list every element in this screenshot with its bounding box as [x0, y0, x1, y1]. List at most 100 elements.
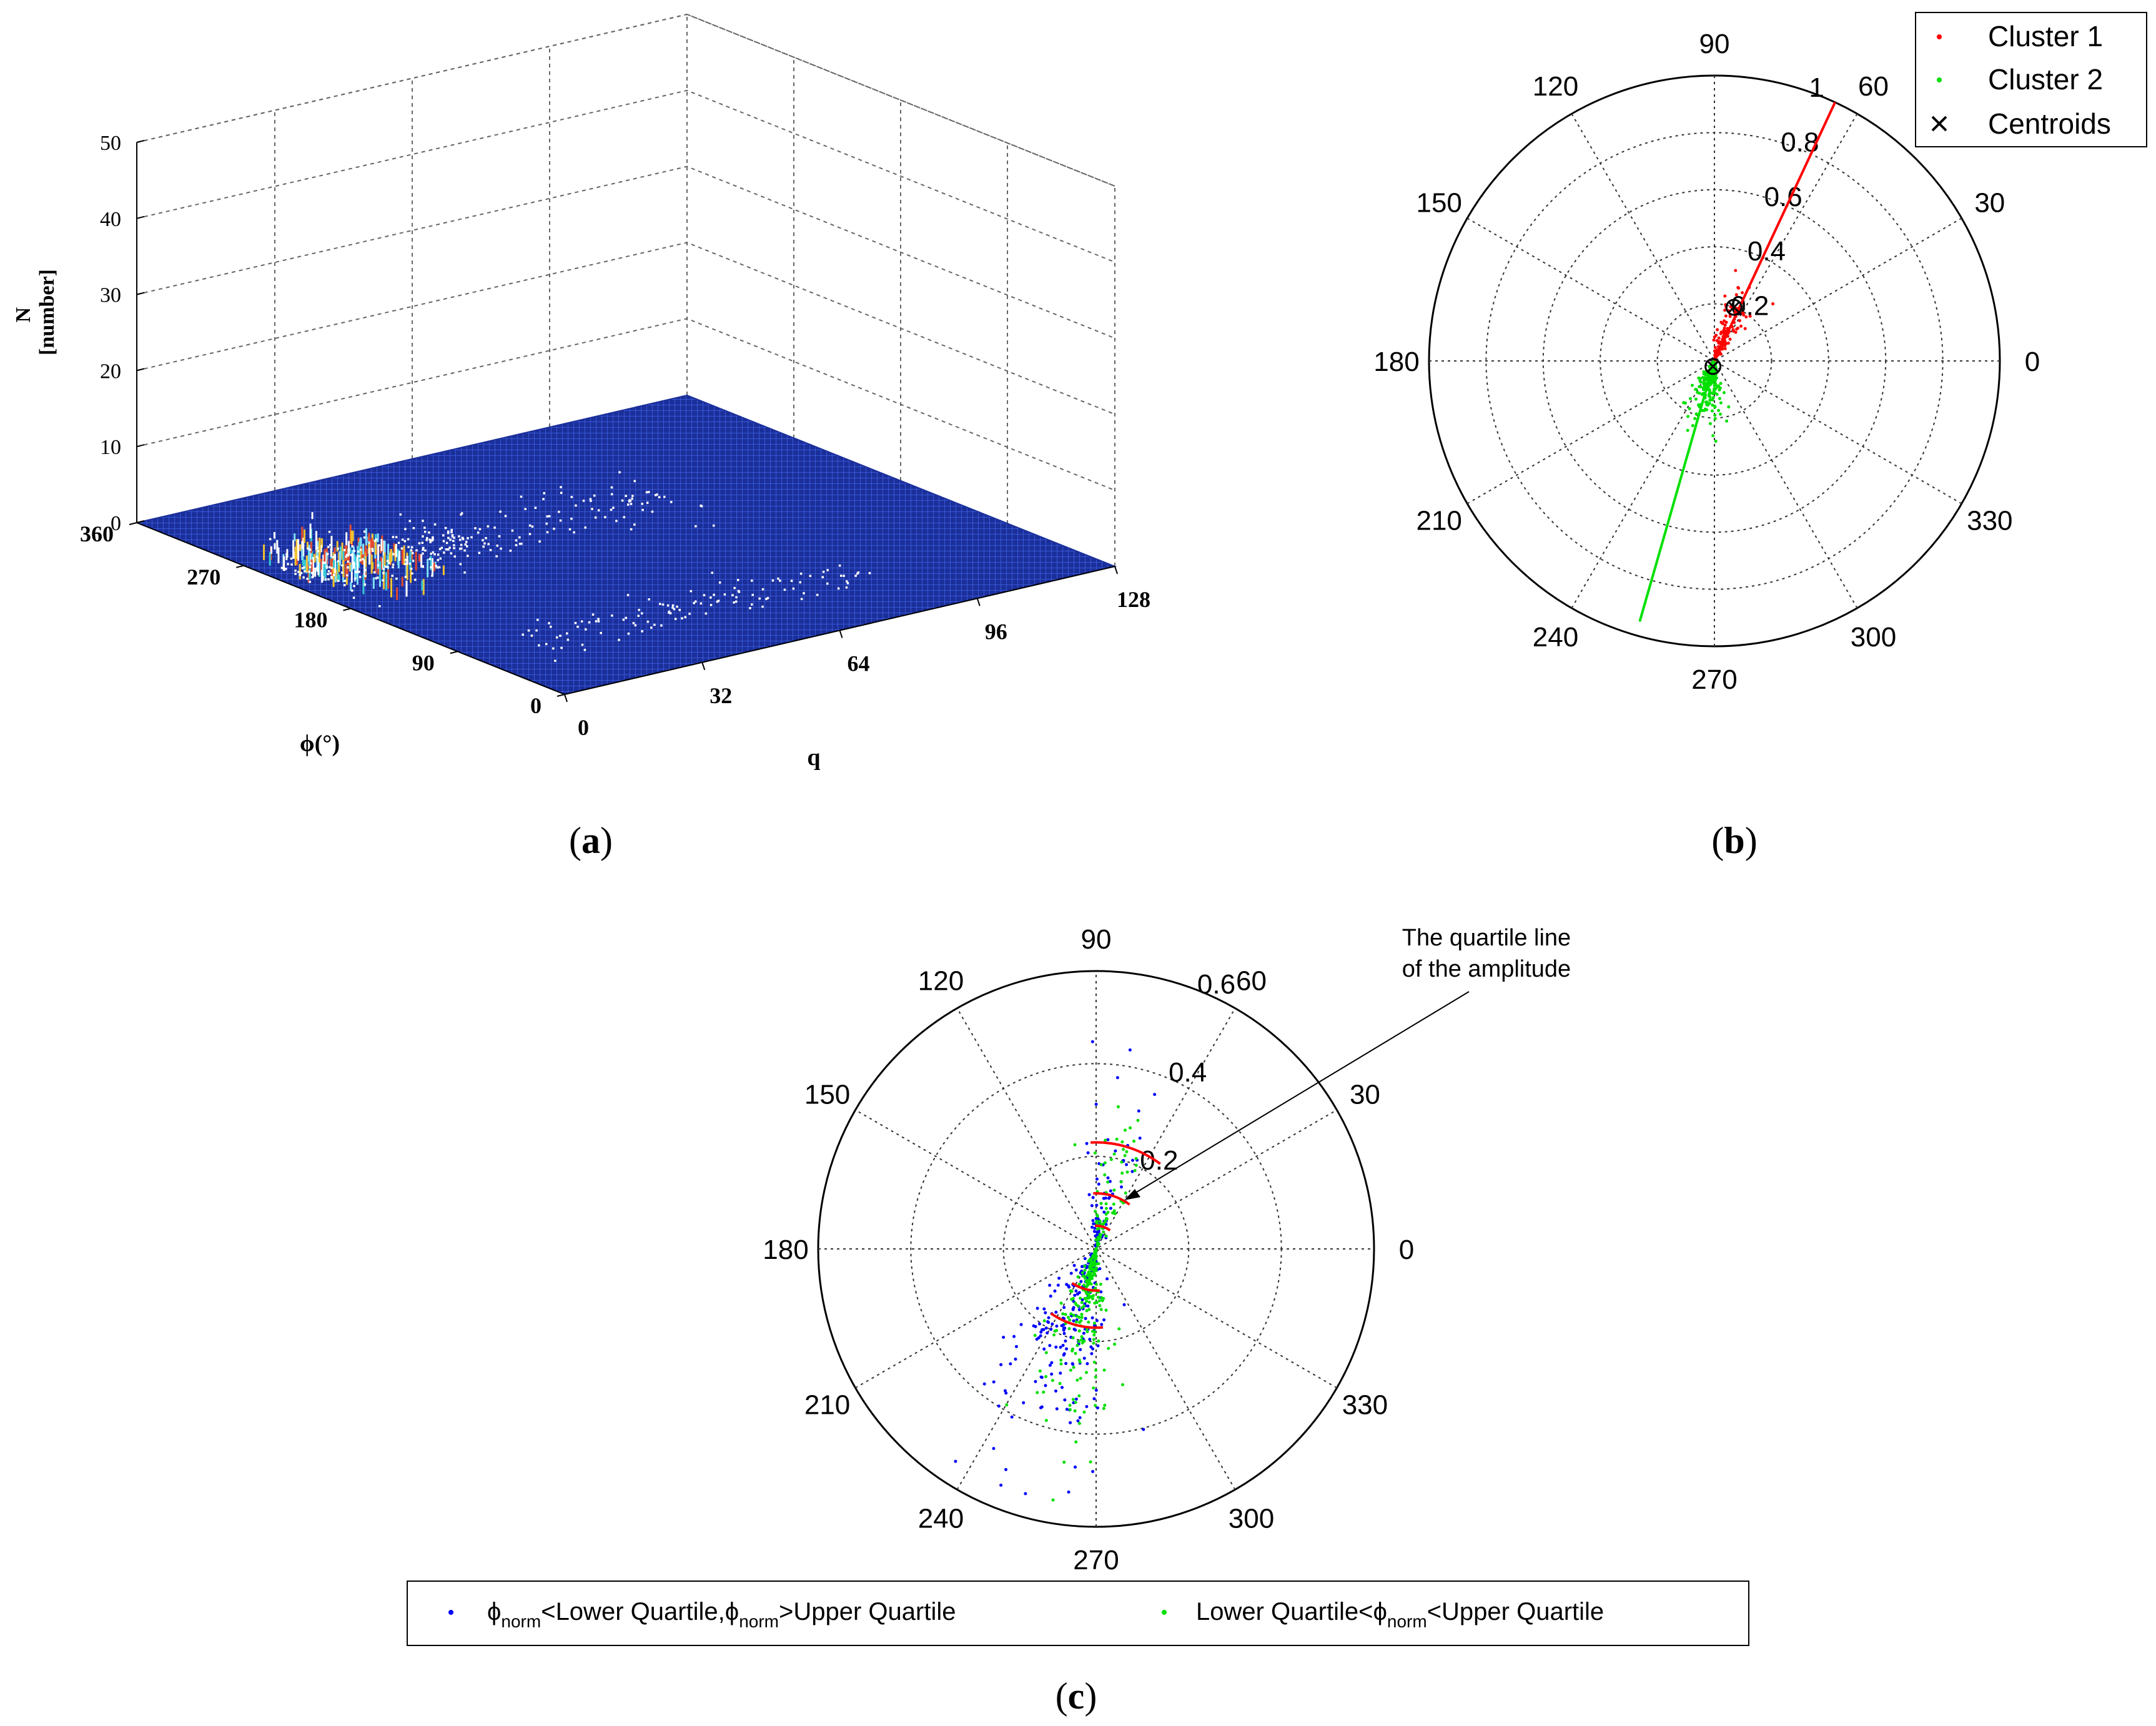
surface-speck — [363, 583, 367, 586]
surface-speck — [545, 522, 548, 525]
surface-speck — [376, 576, 379, 579]
outside-quartile-point — [1053, 1289, 1057, 1293]
outside-quartile-point — [1003, 1389, 1007, 1393]
surface-speck — [311, 576, 314, 579]
outside-quartile-point — [1106, 1176, 1110, 1180]
surface-speck — [450, 552, 453, 555]
surface-speck — [404, 563, 407, 565]
surface-speck — [375, 577, 377, 579]
surface-speck — [580, 620, 583, 623]
cluster1-point — [1728, 315, 1732, 318]
inside-quartile-point — [1097, 1238, 1100, 1241]
surface-speck — [627, 632, 630, 635]
outside-quartile-point — [1044, 1326, 1048, 1330]
peak-spike — [314, 568, 317, 577]
phi-tick-mark — [236, 565, 244, 568]
cluster2-point — [1702, 381, 1706, 385]
panel-c-annotation: The quartile line of the amplitude — [1124, 925, 1571, 1200]
outside-quartile-point — [1085, 1142, 1089, 1145]
surface-speck — [761, 588, 764, 591]
inside-quartile-point — [1091, 1262, 1095, 1266]
cluster1-point — [1717, 336, 1721, 340]
surface-speck — [359, 559, 362, 561]
outside-quartile-point — [1073, 1293, 1077, 1297]
surface-speck — [661, 603, 665, 606]
inside-quartile-point — [1094, 1238, 1098, 1241]
phi-tick-label: 270 — [187, 565, 220, 589]
outside-quartile-point — [1072, 1319, 1076, 1323]
peak-spike — [365, 549, 367, 568]
surface-speck — [448, 546, 451, 549]
surface-speck — [428, 538, 431, 541]
cluster2-point — [1708, 390, 1712, 394]
surface-speck — [301, 567, 304, 570]
inside-quartile-point — [1070, 1290, 1074, 1293]
surface-speck — [447, 530, 450, 533]
surface-speck — [734, 600, 738, 603]
outside-quartile-point — [1040, 1405, 1044, 1409]
surface-speck — [373, 540, 377, 542]
cluster2-point — [1694, 412, 1698, 416]
surface-speck — [422, 546, 425, 550]
outside-quartile-point — [1064, 1339, 1067, 1343]
z-tick-label: 10 — [100, 436, 121, 459]
surface-speck — [618, 471, 621, 474]
surface-speck — [658, 496, 661, 498]
peak-spike — [385, 572, 388, 591]
surface-speck — [364, 569, 367, 571]
surface-speck — [465, 541, 468, 543]
cluster1-point — [1723, 308, 1727, 312]
surface-speck — [328, 530, 331, 533]
cluster2-point — [1727, 405, 1731, 409]
peak-spike — [301, 549, 304, 560]
surface-speck — [837, 587, 840, 590]
polar-spoke — [1571, 113, 1858, 609]
inside-quartile-point — [1117, 1327, 1121, 1331]
quartile-arc — [1093, 1192, 1130, 1206]
surface-speck — [410, 568, 413, 570]
surface-speck — [422, 520, 424, 522]
surface-speck — [582, 500, 585, 502]
outside-quartile-point — [1102, 1196, 1105, 1200]
annotation-line2: of the amplitude — [1402, 956, 1571, 982]
surface-speck — [531, 525, 534, 528]
outside-quartile-point — [1064, 1361, 1068, 1365]
outside-quartile-point — [1142, 1428, 1145, 1431]
surface-speck — [421, 541, 423, 545]
surface-speck — [777, 577, 779, 580]
outside-quartile-point — [1090, 1040, 1094, 1043]
outside-quartile-point — [1039, 1334, 1042, 1338]
surface-speck — [317, 568, 319, 571]
surface-speck — [461, 536, 464, 540]
outside-quartile-point — [1069, 1421, 1072, 1424]
inside-quartile-point — [1122, 1148, 1125, 1151]
outside-quartile-point — [1109, 1189, 1112, 1193]
outside-quartile-point — [982, 1382, 986, 1386]
legend-label-centroids: Centroids — [1988, 107, 2111, 140]
outside-quartile-point — [1090, 1352, 1094, 1356]
inside-quartile-point — [1083, 1268, 1087, 1272]
surface-speck — [511, 529, 514, 532]
cluster2-point — [1709, 382, 1713, 386]
outside-quartile-point — [1092, 1397, 1096, 1401]
inside-quartile-point — [1116, 1105, 1120, 1108]
inside-quartile-point — [1076, 1275, 1080, 1279]
surface-speck — [520, 542, 523, 545]
outside-quartile-point — [1067, 1490, 1071, 1494]
peak-spike — [320, 545, 322, 553]
inside-quartile-point — [1113, 1343, 1117, 1346]
inside-quartile-point — [1094, 1404, 1097, 1408]
surface-speck — [350, 554, 352, 556]
peak-spike — [348, 549, 350, 566]
surface-speck — [693, 601, 695, 604]
surface-speck — [445, 541, 448, 545]
inside-quartile-point — [1069, 1368, 1072, 1372]
outside-quartile-point — [1088, 1338, 1092, 1341]
peak-spike — [382, 549, 385, 560]
cluster2-point — [1705, 408, 1709, 412]
inside-quartile-point — [1052, 1333, 1056, 1337]
surface-speck — [287, 563, 289, 566]
peak-spike — [263, 544, 265, 561]
outside-quartile-point — [1069, 1271, 1073, 1275]
surface-speck — [705, 612, 708, 615]
